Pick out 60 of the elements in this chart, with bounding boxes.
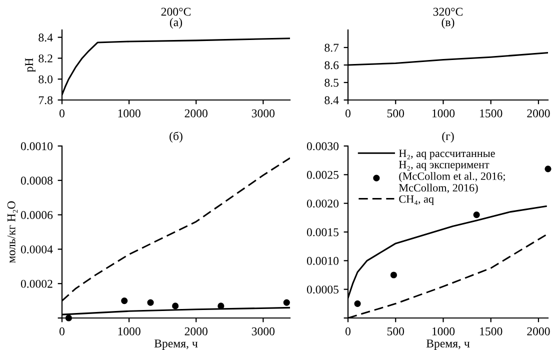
x-tick-label: 2000 — [184, 109, 208, 118]
x-tick-label: 0 — [60, 109, 64, 118]
point — [121, 298, 128, 304]
x-tick-label: 3000 — [252, 109, 275, 118]
x-tick-label: 0 — [60, 327, 64, 336]
y-tick-label: 0.0004 — [20, 245, 53, 254]
y-tick-label: 0.0010 — [20, 142, 53, 150]
chart-subtitle: (в) — [442, 18, 454, 29]
chart-title: 320°C — [433, 8, 462, 16]
chart-subtitle: (г) — [442, 132, 454, 143]
y-axis-title: pH — [25, 58, 36, 72]
x-tick-label: 1000 — [432, 327, 455, 336]
x-tick-label: 1000 — [118, 327, 140, 336]
y-tick-label: 0.0006 — [20, 211, 53, 220]
x-tick-label: 2000 — [527, 327, 550, 336]
y-tick-label: 8.2 — [38, 54, 52, 62]
y-tick-label: 0.0015 — [306, 228, 339, 236]
y-tick-label: 0.0025 — [306, 170, 339, 179]
point — [65, 314, 72, 322]
point — [218, 302, 224, 310]
x-tick-label: 3000 — [252, 327, 275, 336]
y-tick-label: 0.0005 — [306, 286, 339, 294]
y-tick-label: 8.7 — [324, 44, 339, 52]
chart-subtitle: (б) — [170, 132, 182, 143]
x-tick-label: 500 — [387, 327, 404, 336]
point — [147, 299, 154, 306]
y-tick-label: 8.4 — [38, 34, 53, 42]
x-tick-label: 0 — [346, 109, 350, 118]
y-tick-label: 8.0 — [38, 75, 53, 84]
y-tick-label: 0.0008 — [20, 176, 53, 185]
legend-label: H₂, aq рассчитанные — [398, 150, 495, 160]
y-tick-label: 8.5 — [324, 78, 339, 87]
x-tick-label: 2000 — [527, 109, 550, 118]
point — [172, 302, 179, 310]
y-tick-label: 0.0020 — [306, 200, 339, 208]
x-tick-label: 1000 — [118, 109, 140, 118]
x-tick-label: 1000 — [432, 109, 455, 118]
y-tick-label: 7.8 — [38, 96, 53, 104]
point — [283, 299, 290, 306]
x-tick-label: 1500 — [480, 109, 502, 118]
chart-subtitle: (a) — [170, 18, 182, 29]
x-tick-label: 2000 — [184, 327, 208, 336]
point — [390, 272, 398, 278]
point — [473, 212, 480, 218]
point — [544, 166, 552, 172]
y-tick-label: 8.6 — [324, 61, 339, 70]
x-axis-title: Время, ч — [154, 340, 198, 350]
legend-label: H₂, aq эксперимент (McCollom et al., 2016; McCollom, 2016) — [398, 160, 505, 194]
x-axis-title: Время, ч — [426, 340, 470, 350]
y-tick-label: 0.0002 — [20, 280, 52, 288]
y-axis-title: моль/кг H₂O — [7, 201, 18, 263]
y-tick-label: 0.0030 — [306, 142, 339, 150]
legend-label: CH₄, aq — [399, 195, 434, 206]
point — [354, 300, 361, 307]
chart-title: 200°C — [161, 8, 190, 16]
y-tick-label: 8.4 — [324, 96, 339, 104]
x-tick-label: 500 — [387, 109, 404, 118]
x-tick-label: 0 — [346, 327, 350, 336]
x-tick-label: 1500 — [480, 327, 502, 336]
y-tick-label: 0.0010 — [306, 256, 339, 265]
